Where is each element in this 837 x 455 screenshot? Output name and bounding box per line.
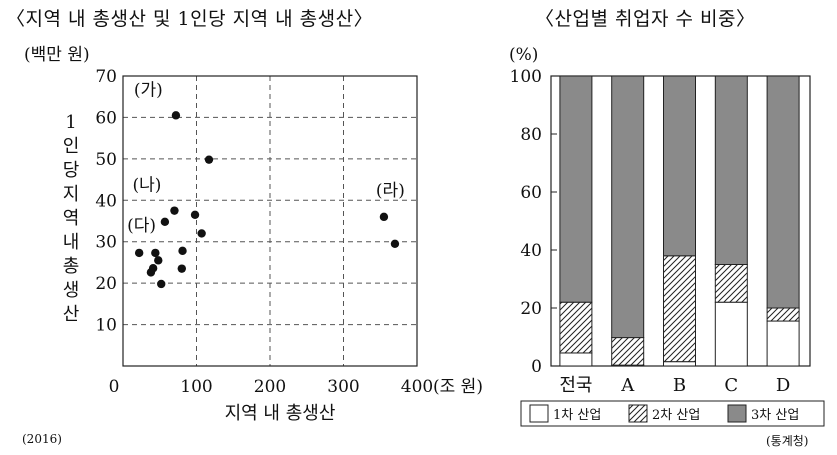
bar-segment [663, 75, 696, 257]
scatter-point [390, 239, 400, 248]
legend-label: 2차 산업 [652, 408, 700, 423]
scatter-point [171, 111, 181, 120]
scatter-title: 〈지역 내 총생산 및 1인당 지역 내 총생산〉 [6, 8, 374, 30]
bar-segment [611, 337, 645, 366]
y-axis-label-char: 인 [63, 136, 80, 157]
bar-segment [766, 307, 800, 322]
scatter-point [160, 217, 170, 227]
legend-swatch [628, 404, 648, 423]
scatter-plot: 10 20 30 40 50 60 70 0 100 200 300 400 (백만 원) (조 원) 지역… [24, 45, 483, 424]
category-label: 전국 [559, 375, 592, 396]
y-tick-label: 40 [95, 191, 117, 211]
y-tick-label: 10 [95, 316, 117, 336]
bar-segment [559, 301, 593, 354]
x-tick-label: 0 [109, 377, 120, 397]
scatter-point [204, 155, 214, 164]
scatter-point [379, 212, 389, 222]
y-axis-label-char: 총 [63, 256, 80, 277]
scatter-point [151, 248, 160, 258]
point-label: (가) [134, 80, 163, 100]
y-axis-label-char: 당 [63, 160, 80, 181]
y-axis-label-char: 내 [63, 232, 80, 253]
x-tick-label: 300 [327, 377, 359, 397]
bar-segment [714, 75, 748, 265]
legend-label: 3차 산업 [751, 408, 799, 423]
bar-segment [663, 255, 696, 363]
category-label: B [673, 375, 686, 396]
category-label: D [776, 375, 790, 396]
x-unit: (조 원) [433, 377, 483, 397]
legend-label: 1차 산업 [553, 408, 601, 423]
y-axis-label-char: 생 [63, 280, 80, 301]
scatter-frame [122, 75, 418, 367]
bar-segment [559, 75, 593, 303]
scatter-point [170, 206, 179, 215]
scatter-point [197, 229, 206, 238]
y-tick-label: 0 [531, 357, 542, 377]
source-note: (통계청) [766, 434, 809, 448]
y-unit: (백만 원) [24, 45, 90, 65]
bar-segment [714, 301, 748, 367]
y-tick-label: 20 [95, 274, 117, 294]
category-label: A [620, 375, 635, 396]
scatter-point [178, 246, 187, 256]
y-tick-label: 70 [95, 67, 117, 87]
y-tick-label: 50 [95, 150, 117, 170]
year-note: (2016) [22, 432, 62, 446]
bar-title: 〈산업별 취업자 수 비중〉 [535, 8, 756, 30]
y-tick-label: 40 [520, 241, 542, 261]
y-axis-label-char: 지 [63, 184, 80, 205]
bar-segment [663, 361, 696, 367]
legend-swatch [529, 404, 549, 423]
bar-segment [714, 264, 748, 303]
y-unit: (%) [509, 45, 538, 65]
y-tick-label: 80 [520, 125, 542, 145]
y-axis-label-char: 역 [63, 208, 80, 229]
y-tick-label: 20 [520, 299, 542, 319]
scatter-point [177, 264, 186, 273]
point-label: (나) [132, 176, 161, 196]
legend: 1차 산업 2차 산업 3차 산업 [520, 400, 825, 427]
x-axis-label: 지역 내 총생산 [225, 403, 336, 424]
scatter-point [146, 268, 156, 277]
stacked-bar-chart: 0 20 40 60 80 100(%) 전국 A B C D 1차 산업 2차 산업 3차 산업 [509, 45, 825, 427]
legend-swatch [727, 404, 747, 423]
category-label: C [724, 375, 738, 396]
y-tick-label: 100 [510, 67, 542, 87]
y-tick-label: 60 [95, 108, 117, 128]
x-tick-label: 100 [180, 377, 212, 397]
bar-segment [766, 75, 800, 309]
legend-box [520, 400, 825, 427]
point-label: (다) [127, 216, 156, 236]
scatter-point [157, 279, 166, 289]
y-axis-label-char: 1 [65, 112, 76, 133]
x-tick-label: 400 [401, 377, 433, 397]
x-tick-label: 200 [254, 377, 286, 397]
y-axis-label-char: 산 [63, 304, 80, 325]
scatter-point [154, 256, 163, 265]
scatter-point [190, 210, 200, 219]
bar-segment [766, 320, 800, 367]
y-tick-label: 60 [520, 183, 542, 203]
bar-segment [559, 352, 593, 367]
scatter-point [134, 248, 144, 258]
bar-segment [611, 75, 645, 339]
y-tick-label: 30 [95, 233, 117, 253]
point-label: (라) [376, 181, 405, 201]
